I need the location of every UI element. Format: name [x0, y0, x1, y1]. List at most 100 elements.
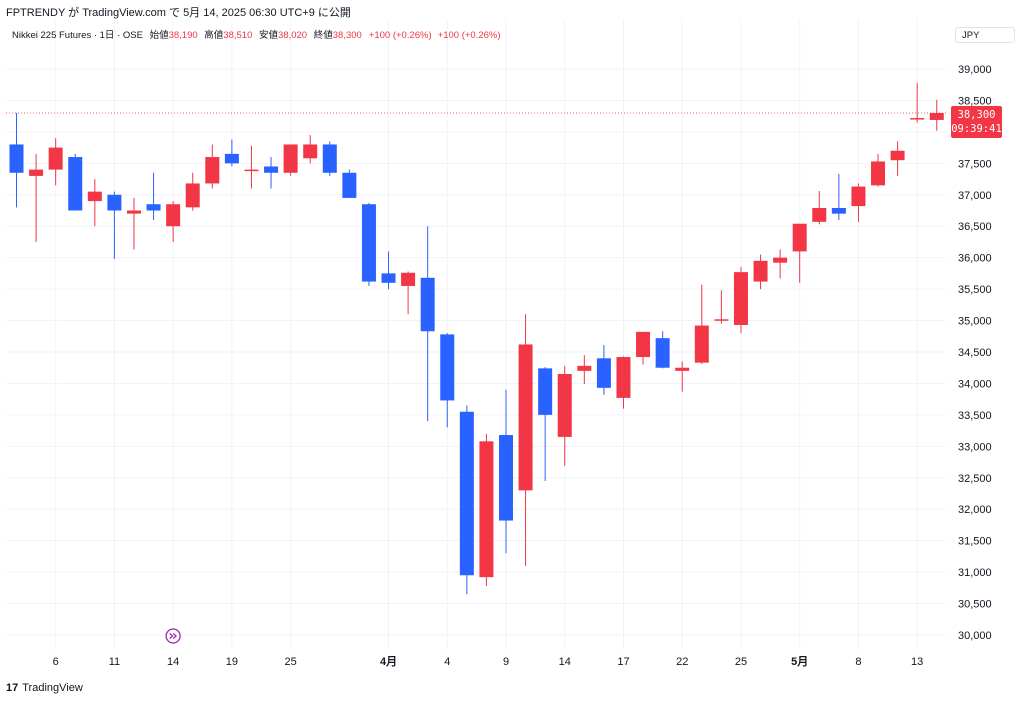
event-marker-arrows: [169, 633, 178, 639]
brand-name: TradingView: [22, 682, 83, 694]
candle: [871, 153, 886, 187]
x-tick-label: 4月: [380, 655, 397, 668]
candle-body: [48, 147, 63, 170]
x-tick-label: 9: [503, 656, 509, 668]
x-tick-label: 8: [855, 656, 861, 668]
high-value: 38,510: [223, 30, 253, 41]
candle-body: [773, 257, 788, 263]
candle-body: [812, 207, 827, 222]
candle-body: [675, 367, 690, 371]
candle-body: [499, 435, 513, 521]
publish-attribution: FPTRENDY が TradingView.com で 5月 14, 2025…: [6, 7, 351, 19]
candle: [616, 356, 631, 409]
candle-body: [322, 144, 337, 173]
last-price-value: 38,300: [957, 109, 996, 121]
candle-body: [224, 153, 239, 164]
grid-lines: [6, 20, 946, 650]
candles: [9, 82, 944, 595]
y-tick-label: 33,500: [958, 410, 992, 422]
candle: [851, 183, 866, 222]
candle: [714, 290, 729, 324]
y-tick-label: 34,000: [958, 378, 992, 390]
candle-body: [185, 183, 200, 208]
footer-brand[interactable]: 17 TradingView: [6, 682, 83, 694]
candle-body: [420, 277, 435, 332]
candle: [792, 223, 807, 283]
symbol-name[interactable]: Nikkei 225 Futures · 1日 · OSE: [12, 30, 143, 41]
candle-body: [9, 144, 24, 173]
candle-body: [557, 374, 572, 437]
candle: [773, 249, 788, 279]
candle-body: [361, 204, 376, 282]
y-tick-label: 30,500: [958, 599, 992, 611]
candle-body: [440, 334, 455, 401]
x-tick-label: 4: [444, 656, 450, 668]
candle-body: [518, 344, 533, 491]
candle: [322, 141, 337, 176]
candle: [185, 172, 200, 211]
candle: [48, 138, 63, 186]
candle-body: [596, 358, 611, 388]
y-tick-label: 32,000: [958, 504, 992, 516]
x-tick-label: 19: [226, 656, 238, 668]
candle: [166, 201, 181, 242]
currency-label[interactable]: JPY: [955, 27, 1015, 43]
y-tick-label: 35,500: [958, 284, 992, 296]
candle: [68, 153, 83, 211]
candle-body: [68, 157, 83, 211]
candle: [538, 367, 553, 481]
ohlc-legend: Nikkei 225 Futures · 1日 · OSE 始値38,190 高…: [12, 27, 501, 41]
x-tick-label: 25: [284, 656, 296, 668]
y-tick-label: 35,000: [958, 316, 992, 328]
y-tick-label: 37,500: [958, 158, 992, 170]
candle-body: [655, 338, 670, 368]
y-tick-label: 30,000: [958, 630, 992, 642]
x-tick-label: 14: [167, 656, 179, 668]
change-value: +100 (+0.26%): [368, 30, 432, 41]
x-tick-label: 22: [676, 656, 688, 668]
x-tick-label: 14: [559, 656, 571, 668]
candle: [636, 331, 651, 365]
candle: [361, 202, 376, 286]
candle: [420, 226, 435, 422]
candle-body: [871, 161, 886, 186]
candle-body: [753, 260, 768, 282]
candle-body: [146, 204, 161, 211]
bar-countdown: 09:39:41: [951, 123, 1002, 135]
candle: [381, 251, 396, 290]
header-bar: FPTRENDY が TradingView.com で 5月 14, 2025…: [0, 0, 1024, 22]
candle: [910, 82, 925, 123]
candle: [518, 314, 533, 566]
candle: [479, 433, 494, 586]
candle: [126, 197, 141, 250]
candle-body: [831, 207, 846, 214]
time-axis: 6 11 14 19 25 4月 4 9 14 17 22 25 5月 8 13: [53, 628, 923, 668]
candle: [577, 355, 592, 385]
candle: [557, 365, 572, 466]
y-tick-label: 34,500: [958, 347, 992, 359]
candle-body: [29, 169, 44, 176]
candle-body: [910, 118, 925, 120]
candle: [264, 157, 279, 189]
candle-body: [792, 223, 807, 252]
price-axis: 39,00038,50038,00037,50037,00036,50036,0…: [958, 64, 992, 642]
change-value-2: +100 (+0.26%): [437, 30, 501, 41]
y-tick-label: 37,000: [958, 190, 992, 202]
y-tick-label: 32,500: [958, 473, 992, 485]
candle: [29, 153, 44, 242]
y-tick-label: 36,000: [958, 253, 992, 265]
candle-body: [714, 319, 729, 321]
candle-body: [636, 331, 651, 358]
low-label: 安値: [259, 30, 279, 41]
candle: [890, 141, 905, 176]
high-label: 高値: [204, 30, 224, 41]
x-tick-label: 25: [735, 656, 747, 668]
open-value: 38,190: [168, 30, 198, 41]
candle-body: [205, 157, 220, 184]
candle: [753, 254, 768, 290]
candle-body: [890, 150, 905, 161]
x-tick-label: 5月: [791, 655, 808, 668]
candle-body: [459, 411, 474, 576]
candle: [733, 267, 748, 334]
